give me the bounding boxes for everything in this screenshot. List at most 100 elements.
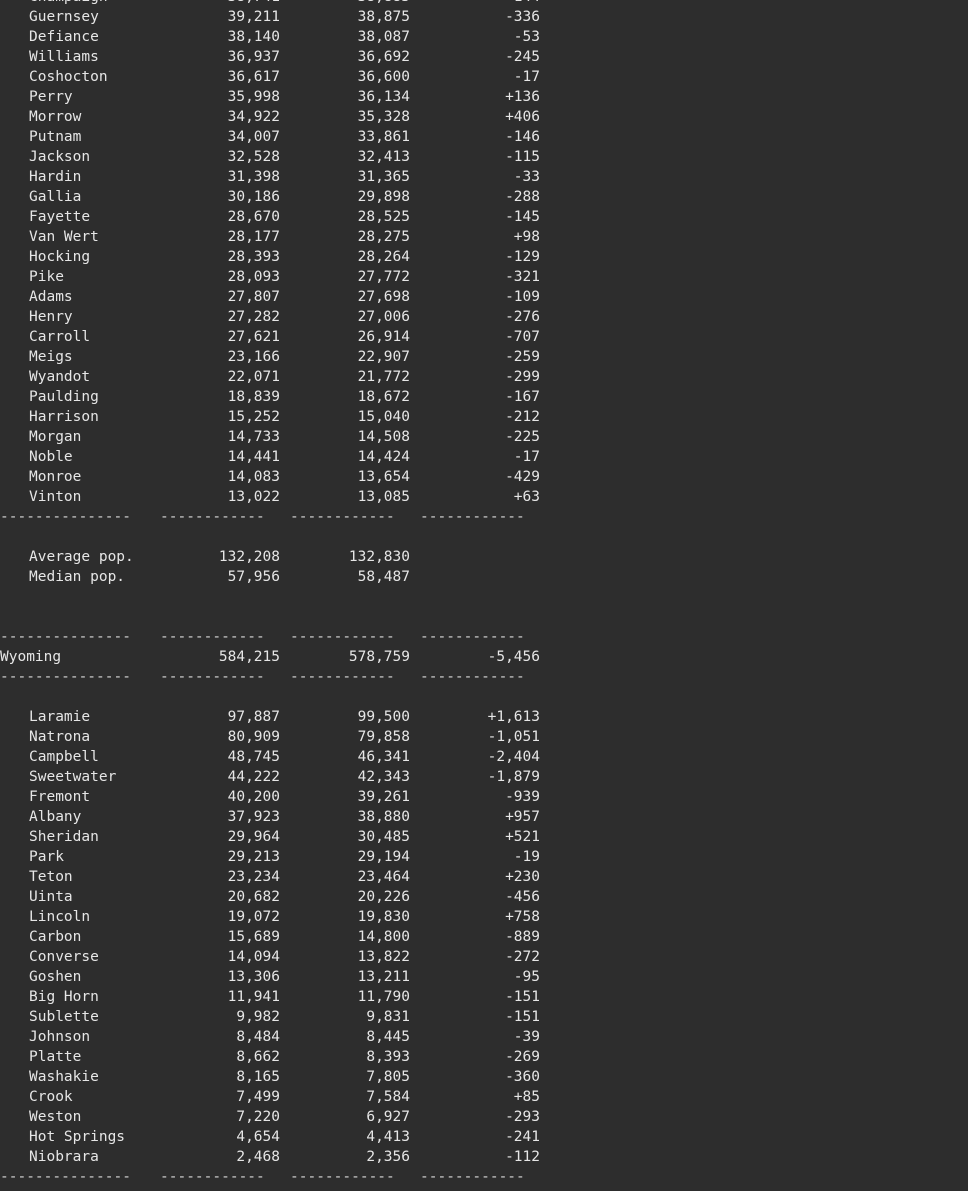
population-change: -336 <box>505 9 540 25</box>
population-change: -112 <box>505 1149 540 1165</box>
population-2020: 34,922 <box>227 109 280 125</box>
population-change: -53 <box>513 29 540 45</box>
population-2020: 8,484 <box>236 1029 280 1045</box>
population-2023: 7,805 <box>366 1069 410 1085</box>
population-2023: 28,275 <box>357 229 410 245</box>
county-name: Lincoln <box>29 909 91 925</box>
population-change: +406 <box>505 109 540 125</box>
county-name: Albany <box>29 809 82 825</box>
population-change: +144 <box>410 0 540 7</box>
county-name: Monroe <box>29 469 82 485</box>
table-row: Coshocton 36,617 36,600 -17 <box>0 67 540 87</box>
population-2020: 38,741 <box>140 0 280 7</box>
population-2020: 36,617 <box>227 69 280 85</box>
population-change: -115 <box>505 149 540 165</box>
county-name: Putnam <box>29 129 82 145</box>
population-2020: 29,213 <box>227 849 280 865</box>
population-2020: 97,887 <box>227 709 280 725</box>
table-row: Vinton 13,022 13,085 +63 <box>0 487 540 507</box>
separator-segment: --------------- <box>0 629 131 645</box>
population-2023: 2,356 <box>366 1149 410 1165</box>
county-name: Uinta <box>29 889 73 905</box>
population-2023: 33,861 <box>357 129 410 145</box>
table-row: Champaign38,74138,885+144 <box>0 0 540 7</box>
county-name: Hardin <box>29 169 82 185</box>
blank-line <box>0 587 540 607</box>
population-change: -321 <box>505 269 540 285</box>
population-change: -1,879 <box>487 769 540 785</box>
table-row: Park 29,213 29,194 -19 <box>0 847 540 867</box>
population-2023: 13,654 <box>357 469 410 485</box>
separator-segment: ------------ <box>160 669 265 685</box>
population-2020: 132,208 <box>218 549 280 565</box>
population-change: +85 <box>513 1089 540 1105</box>
table-row: Lincoln 19,072 19,830 +758 <box>0 907 540 927</box>
table-row: Sweetwater 44,222 42,343 -1,879 <box>0 767 540 787</box>
state-row: Wyoming 584,215 578,759 -5,456 <box>0 647 540 667</box>
table-row: Johnson 8,484 8,445 -39 <box>0 1027 540 1047</box>
summary-row: Median pop. 57,956 58,487 <box>0 567 540 587</box>
population-2020: 34,007 <box>227 129 280 145</box>
population-2020: 11,941 <box>227 989 280 1005</box>
population-2023: 36,692 <box>357 49 410 65</box>
population-2023: 30,485 <box>357 829 410 845</box>
population-2020: 15,252 <box>227 409 280 425</box>
population-2020: 28,670 <box>227 209 280 225</box>
population-2020: 4,654 <box>236 1129 280 1145</box>
county-name: Wyandot <box>29 369 91 385</box>
population-change: -1,051 <box>487 729 540 745</box>
table-row: Teton 23,234 23,464 +230 <box>0 867 540 887</box>
population-change: -225 <box>505 429 540 445</box>
population-2020: 28,177 <box>227 229 280 245</box>
population-change: -276 <box>505 309 540 325</box>
summary-label: Median pop. <box>29 569 126 585</box>
county-name: Crook <box>29 1089 73 1105</box>
separator-segment: ------------ <box>160 629 265 645</box>
county-name: Fayette <box>29 209 91 225</box>
population-change: -17 <box>513 449 540 465</box>
county-name: Hocking <box>29 249 91 265</box>
population-2023: 27,698 <box>357 289 410 305</box>
population-2023: 14,508 <box>357 429 410 445</box>
table-row: Weston 7,220 6,927 -293 <box>0 1107 540 1127</box>
population-2020: 22,071 <box>227 369 280 385</box>
county-name: Pike <box>29 269 64 285</box>
population-2020: 8,165 <box>236 1069 280 1085</box>
table-row: Laramie 97,887 99,500 +1,613 <box>0 707 540 727</box>
separator-segment: ------------ <box>420 669 525 685</box>
population-change: -707 <box>505 329 540 345</box>
population-2020: 8,662 <box>236 1049 280 1065</box>
population-2023: 19,830 <box>357 909 410 925</box>
blank-line <box>0 1187 540 1191</box>
population-table: Champaign38,74138,885+144Guernsey39,2113… <box>0 0 540 1191</box>
county-name: Sheridan <box>29 829 99 845</box>
population-2023: 27,006 <box>357 309 410 325</box>
county-name: Goshen <box>29 969 82 985</box>
population-change: -429 <box>505 469 540 485</box>
population-2023: 35,328 <box>357 109 410 125</box>
separator-segment: ------------ <box>290 629 395 645</box>
table-row: Gallia 30,186 29,898 -288 <box>0 187 540 207</box>
population-2020: 40,200 <box>227 789 280 805</box>
county-name: Paulding <box>29 389 99 405</box>
population-2020: 57,956 <box>227 569 280 585</box>
county-name: Teton <box>29 869 73 885</box>
table-row: Albany 37,923 38,880 +957 <box>0 807 540 827</box>
population-change: -129 <box>505 249 540 265</box>
population-2023: 4,413 <box>366 1129 410 1145</box>
county-name: Jackson <box>29 149 91 165</box>
county-name: Carbon <box>29 929 82 945</box>
population-change: -241 <box>505 1129 540 1145</box>
population-2023: 14,424 <box>357 449 410 465</box>
separator-segment: --------------- <box>0 509 131 525</box>
population-2020: 23,234 <box>227 869 280 885</box>
table-row: Fayette 28,670 28,525 -145 <box>0 207 540 227</box>
population-2023: 21,772 <box>357 369 410 385</box>
population-2020: 28,093 <box>227 269 280 285</box>
population-2020: 14,094 <box>227 949 280 965</box>
blank-line <box>0 607 540 627</box>
population-2023: 28,264 <box>357 249 410 265</box>
county-name: Morrow <box>29 109 82 125</box>
table-row: Williams 36,937 36,692 -245 <box>0 47 540 67</box>
population-2020: 29,964 <box>227 829 280 845</box>
